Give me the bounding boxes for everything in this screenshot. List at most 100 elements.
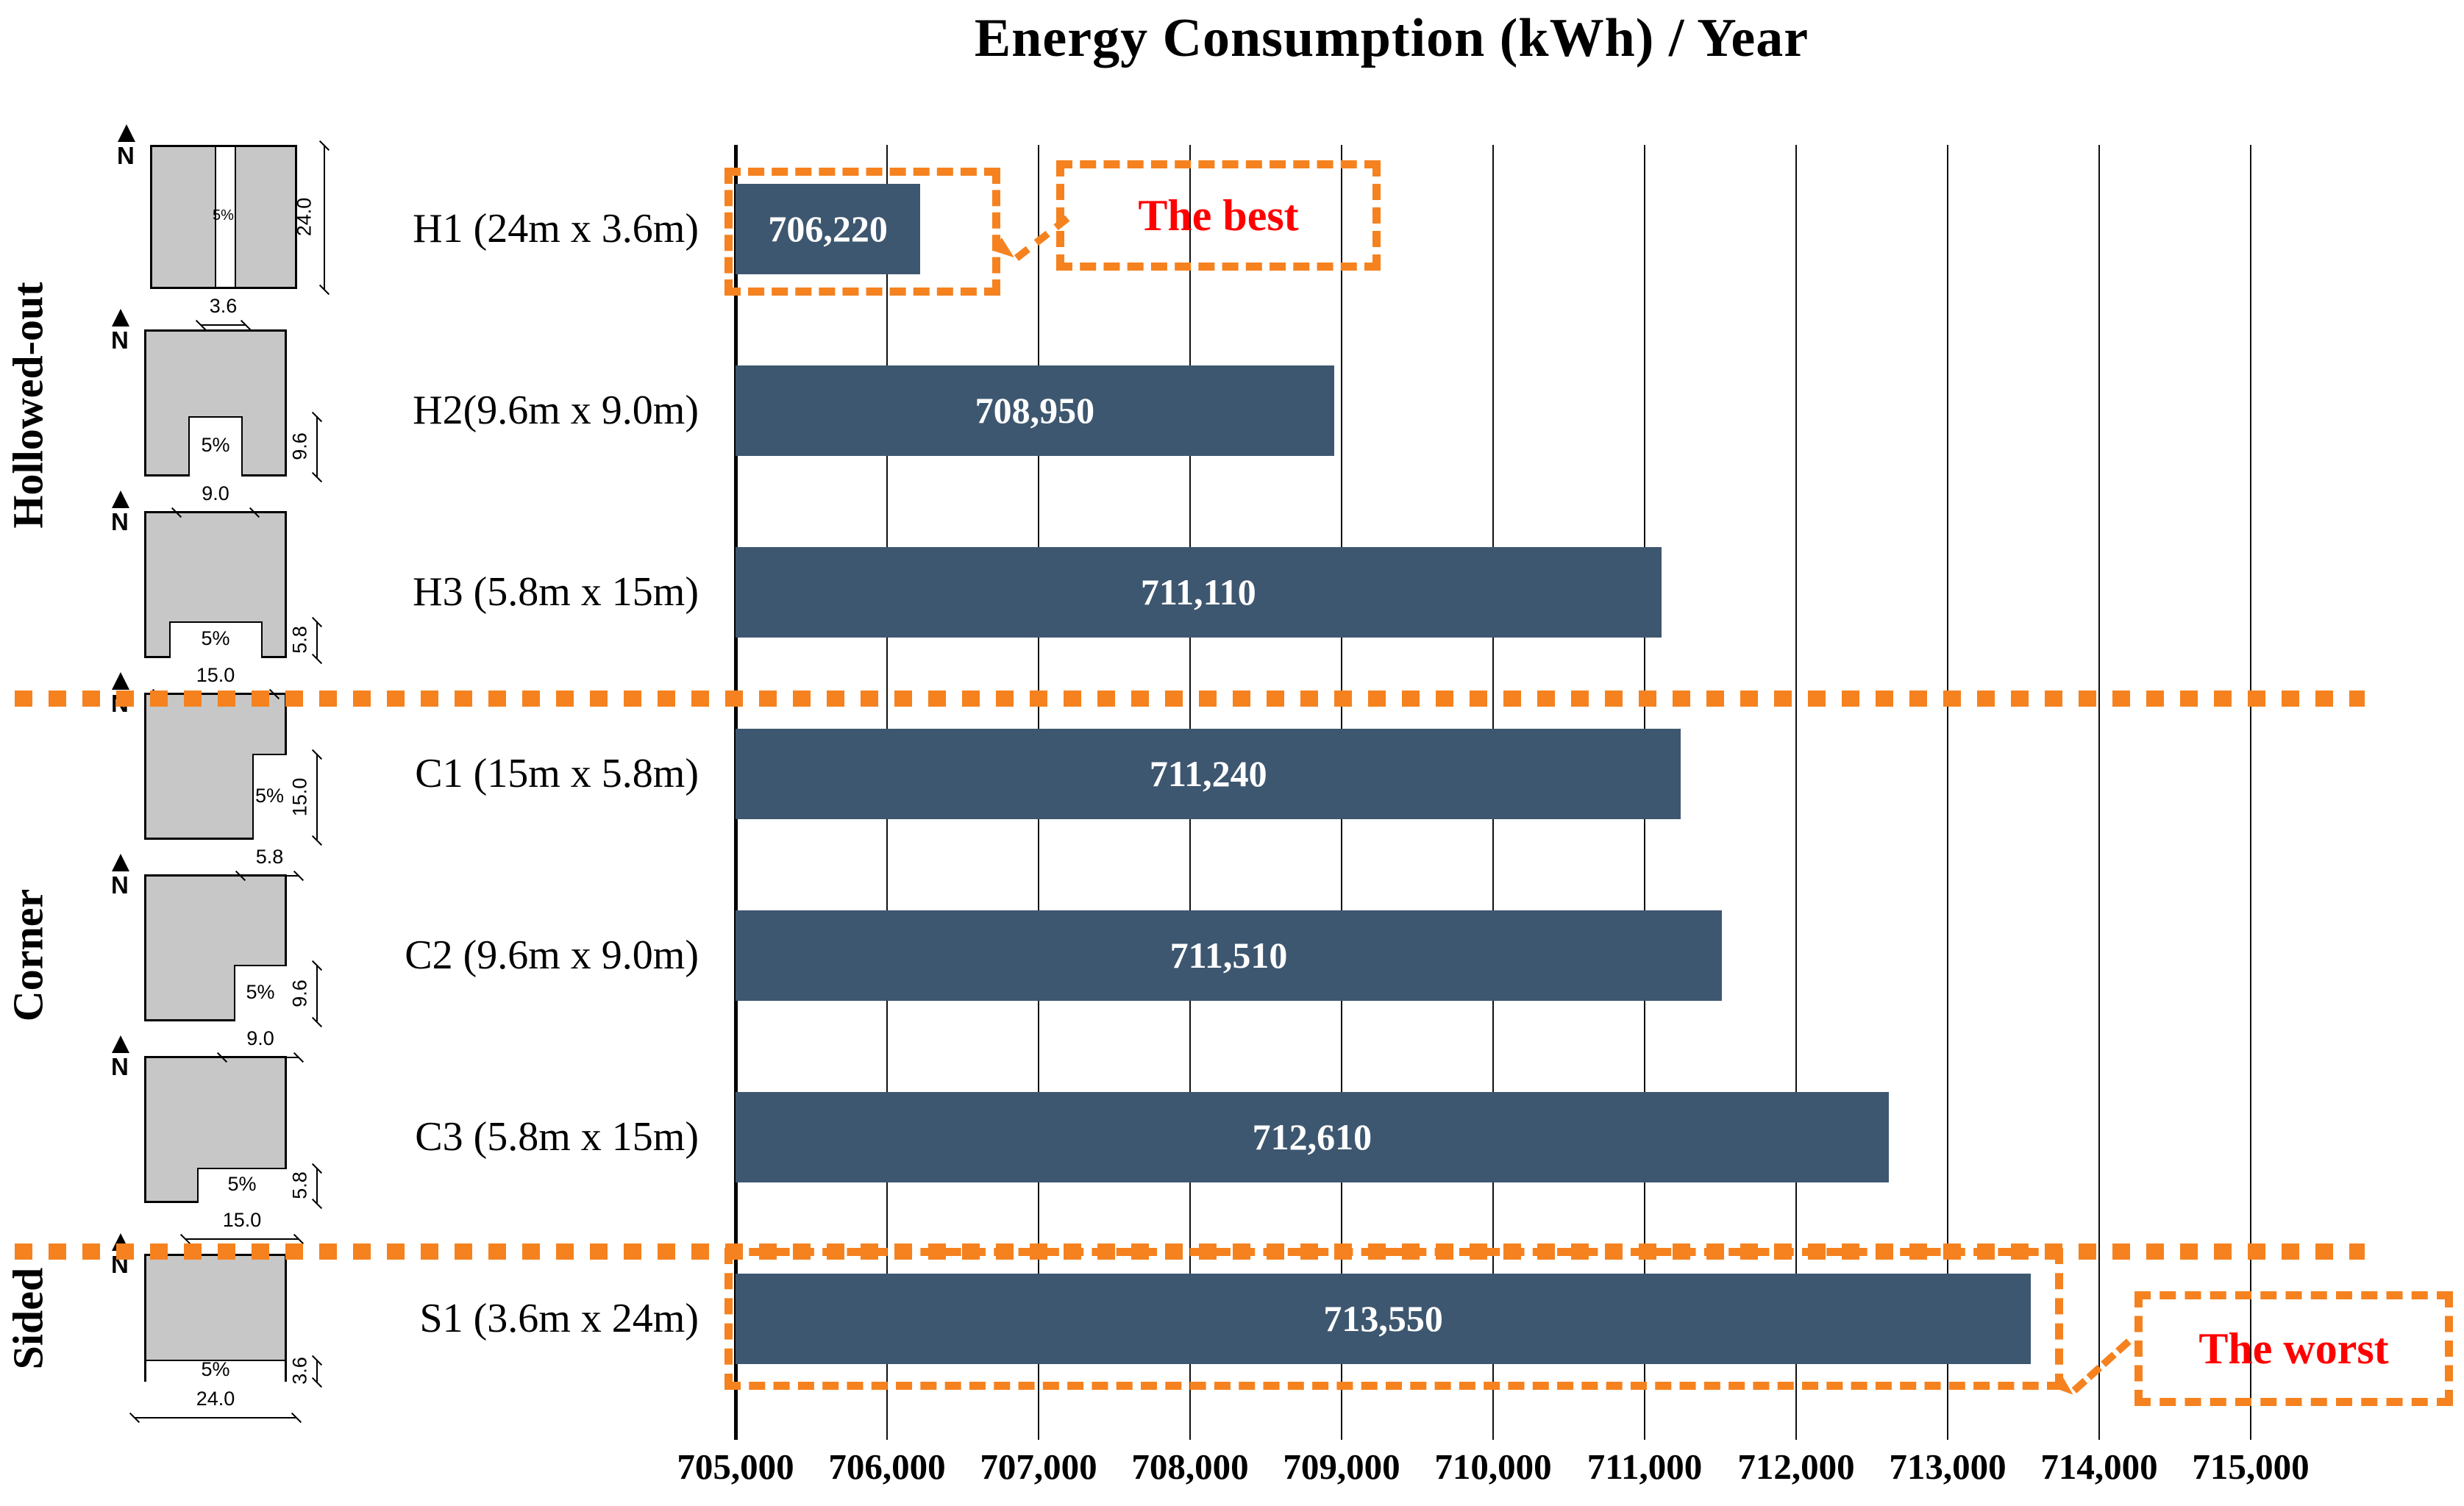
dim-width-H1: 3.6 (209, 295, 238, 317)
hollow-area-H3 (168, 621, 263, 658)
bar-S1 (736, 1273, 2032, 1364)
row-label-C3: C3 (5.8m x 15m) (415, 1114, 699, 1160)
gridline-714,000 (2098, 145, 2100, 1440)
bar-value-S1: 713,550 (1323, 1297, 1443, 1339)
north-arrow-icon-H3 (112, 490, 129, 508)
north-arrow-icon-C1 (112, 672, 129, 690)
bar-value-H2: 708,950 (975, 389, 1095, 431)
bar-H2 (736, 365, 1334, 456)
dim-width-H2: 9.0 (202, 482, 229, 504)
dim-width-S1: 24.0 (196, 1388, 235, 1410)
worst-callout-text: The worst (2198, 1324, 2389, 1373)
north-arrow-icon-C2 (112, 854, 129, 871)
bar-value-H3: 711,110 (1140, 571, 1256, 613)
bar-H3 (736, 546, 1662, 638)
dim-height-line-C1 (316, 754, 318, 840)
hollow-percent-S1: 5% (201, 1358, 230, 1380)
hollow-percent-C3: 5% (227, 1173, 257, 1195)
bar-C1 (736, 728, 1681, 819)
dim-height-line-S1 (316, 1360, 318, 1382)
row-label-H3: H3 (5.8m x 15m) (413, 569, 699, 615)
dim-width-line-C3 (185, 1238, 299, 1240)
hollow-percent-H3: 5% (201, 627, 230, 649)
footprint-H2 (144, 329, 287, 477)
dim-height-C1: 15.0 (288, 777, 311, 816)
x-tick-712,000: 712,000 (1737, 1446, 1855, 1487)
dim-width-line-C2 (222, 1057, 299, 1058)
footprint-H1 (150, 145, 297, 289)
dim-height-line-C2 (316, 965, 318, 1021)
dim-width-C3: 15.0 (222, 1209, 262, 1231)
x-tick-713,000: 713,000 (1889, 1446, 2007, 1487)
hollow-area-C1 (252, 754, 287, 840)
x-tick-705,000: 705,000 (677, 1446, 794, 1487)
dim-height-line-H2 (316, 416, 318, 477)
hollow-percent-H2: 5% (201, 434, 230, 456)
gridline-715,000 (2250, 145, 2251, 1440)
best-bar-highlight-box (724, 168, 1000, 296)
north-arrow-icon-H2 (112, 309, 129, 326)
best-callout: The best (1056, 160, 1381, 271)
group-divider-1 (15, 690, 2365, 707)
group-label-sided: Sided (4, 1267, 52, 1370)
dim-height-C3: 5.8 (288, 1171, 311, 1199)
dim-height-line-H1 (324, 145, 325, 289)
dim-height-H3: 5.8 (288, 626, 311, 654)
dim-height-line-C3 (316, 1168, 318, 1203)
dim-height-H1: 24.0 (293, 197, 316, 237)
bar-value-C3: 712,610 (1252, 1116, 1372, 1157)
bar-C2 (736, 910, 1723, 1001)
dim-width-C2: 9.0 (246, 1027, 274, 1049)
north-letter-C3: N (111, 1053, 129, 1080)
gridline-712,000 (1795, 145, 1797, 1440)
chart-title: Energy Consumption (kWh) / Year (974, 8, 1809, 68)
dim-width-C1: 5.8 (255, 846, 284, 868)
north-letter-H1: N (117, 142, 135, 169)
footprint-C1 (144, 693, 287, 840)
hollow-area-H2 (188, 416, 243, 477)
worst-callout: The worst (2134, 1291, 2453, 1406)
hollow-percent-H1: 5% (213, 207, 234, 224)
row-label-H1: H1 (24m x 3.6m) (413, 206, 699, 251)
hollow-area-C3 (197, 1168, 287, 1203)
row-label-C2: C2 (9.6m x 9.0m) (405, 932, 699, 978)
x-tick-711,000: 711,000 (1587, 1446, 1703, 1487)
dim-height-H2: 9.6 (288, 432, 311, 460)
best-callout-text: The best (1138, 191, 1299, 240)
hollow-percent-C2: 5% (246, 980, 275, 1003)
row-label-S1: S1 (3.6m x 24m) (419, 1296, 699, 1341)
x-tick-714,000: 714,000 (2040, 1446, 2158, 1487)
dim-width-line-H1 (201, 324, 246, 326)
north-arrow-icon-H1 (118, 124, 135, 142)
bar-value-C2: 711,510 (1169, 934, 1288, 976)
worst-bar-highlight-box (724, 1248, 2063, 1390)
hollow-area-H1 (215, 147, 236, 287)
bar-C3 (736, 1091, 1889, 1182)
hollow-area-S1 (146, 1360, 285, 1382)
x-tick-715,000: 715,000 (2192, 1446, 2310, 1487)
dim-height-S1: 3.6 (288, 1357, 311, 1385)
dim-height-line-H3 (316, 621, 318, 658)
gridline-713,000 (1947, 145, 1948, 1440)
group-label-hollowed-out: Hollowed-out (4, 282, 52, 529)
row-label-H2: H2(9.6m x 9.0m) (413, 388, 699, 433)
north-letter-H2: N (111, 326, 129, 354)
dim-width-line-S1 (135, 1417, 296, 1418)
bar-H1 (736, 183, 921, 274)
bar-value-H1: 706,220 (768, 207, 888, 249)
north-letter-H3: N (111, 508, 129, 535)
footprint-S1 (144, 1254, 287, 1382)
x-tick-709,000: 709,000 (1283, 1446, 1400, 1487)
bar-value-C1: 711,240 (1149, 752, 1267, 794)
footprint-C2 (144, 874, 287, 1021)
hollow-percent-C1: 5% (254, 784, 285, 807)
north-letter-C2: N (111, 871, 129, 899)
footprint-C3 (144, 1056, 287, 1203)
x-tick-708,000: 708,000 (1131, 1446, 1249, 1487)
row-label-C1: C1 (15m x 5.8m) (415, 751, 699, 796)
x-tick-706,000: 706,000 (828, 1446, 946, 1487)
group-label-corner: Corner (4, 888, 52, 1022)
dim-width-line-C1 (241, 875, 299, 877)
x-tick-710,000: 710,000 (1434, 1446, 1552, 1487)
